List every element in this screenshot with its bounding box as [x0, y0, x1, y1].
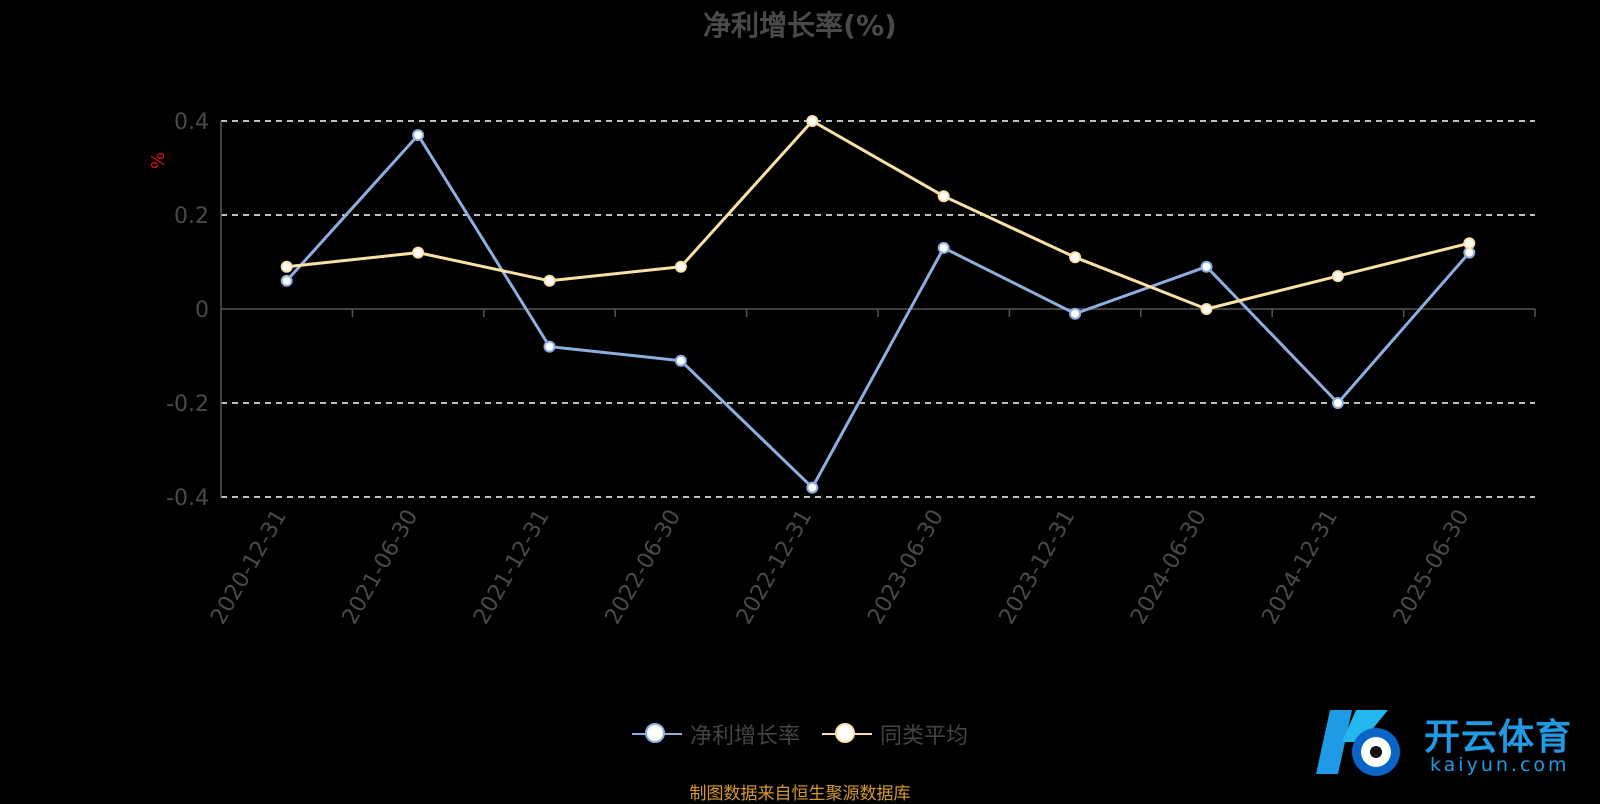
data-point-s1-5 [937, 190, 950, 203]
data-point-s0-0 [280, 274, 293, 287]
data-point-s0-2 [543, 340, 556, 353]
data-point-s0-6 [1069, 307, 1082, 320]
legend-label-series-1: 同类平均 [880, 724, 969, 749]
data-point-s0-7 [1200, 260, 1213, 273]
legend-item-series-1[interactable]: 同类平均 [822, 718, 968, 750]
data-point-s1-9 [1463, 237, 1476, 250]
source-note: 制图数据来自恒生聚源数据库 [689, 784, 911, 804]
data-point-s1-6 [1069, 251, 1082, 264]
x-tick-label-0: 2020-12-31 [206, 506, 292, 629]
y-tick-label-4: -0.4 [166, 486, 209, 511]
data-point-s0-1 [412, 129, 425, 142]
grid-layer [221, 120, 1535, 498]
series-line-0 [285, 133, 1471, 490]
x-tick-label-5: 2023-06-30 [863, 505, 949, 628]
series-line-1 [286, 119, 1470, 311]
x-tick-label-1: 2021-06-30 [338, 505, 424, 628]
watermark-sub: kaiyun.com [1430, 754, 1570, 776]
data-point-s0-5 [937, 241, 950, 254]
x-tick-label-6: 2023-12-31 [995, 506, 1081, 629]
data-point-s1-7 [1200, 303, 1213, 315]
y-tick-label-0: 0.4 [174, 110, 209, 135]
watermark: 开云体育 kaiyun.com [1312, 700, 1592, 784]
x-tick-label-4: 2022-12-31 [732, 506, 818, 629]
data-point-s1-1 [412, 246, 425, 259]
legend-swatch-series-1 [822, 722, 872, 746]
data-point-s0-3 [674, 354, 687, 367]
x-tick-label-8: 2024-12-31 [1258, 506, 1344, 629]
legend-label-series-0: 净利增长率 [689, 724, 800, 749]
x-tick-label-2: 2021-12-31 [469, 506, 555, 629]
legend-item-series-0[interactable]: 净利增长率 [631, 718, 800, 750]
legend-swatch-series-0 [631, 722, 682, 746]
watermark-logo-icon [1316, 710, 1400, 776]
data-point-s0-4 [806, 481, 819, 494]
x-tick-label-7: 2024-06-30 [1126, 506, 1212, 629]
y-tick-label-1: 0.2 [174, 204, 209, 229]
data-point-s1-8 [1331, 270, 1344, 283]
legend: 净利增长率 同类平均 [0, 718, 1600, 750]
data-point-s1-0 [280, 260, 293, 273]
x-tick-label-9: 2025-06-30 [1389, 506, 1475, 629]
data-point-s1-2 [543, 274, 556, 287]
chart-title: 净利增长率(%) [703, 9, 897, 42]
data-point-s0-8 [1331, 397, 1344, 409]
y-tick-label-2: 0 [195, 298, 209, 323]
data-point-s1-4 [806, 115, 819, 127]
x-tick-label-3: 2022-06-30 [601, 506, 687, 629]
watermark-brand: 开云体育 [1424, 717, 1573, 758]
series-layer [280, 115, 1476, 494]
data-point-s1-3 [674, 260, 687, 273]
y-tick-label-3: -0.2 [166, 392, 209, 417]
